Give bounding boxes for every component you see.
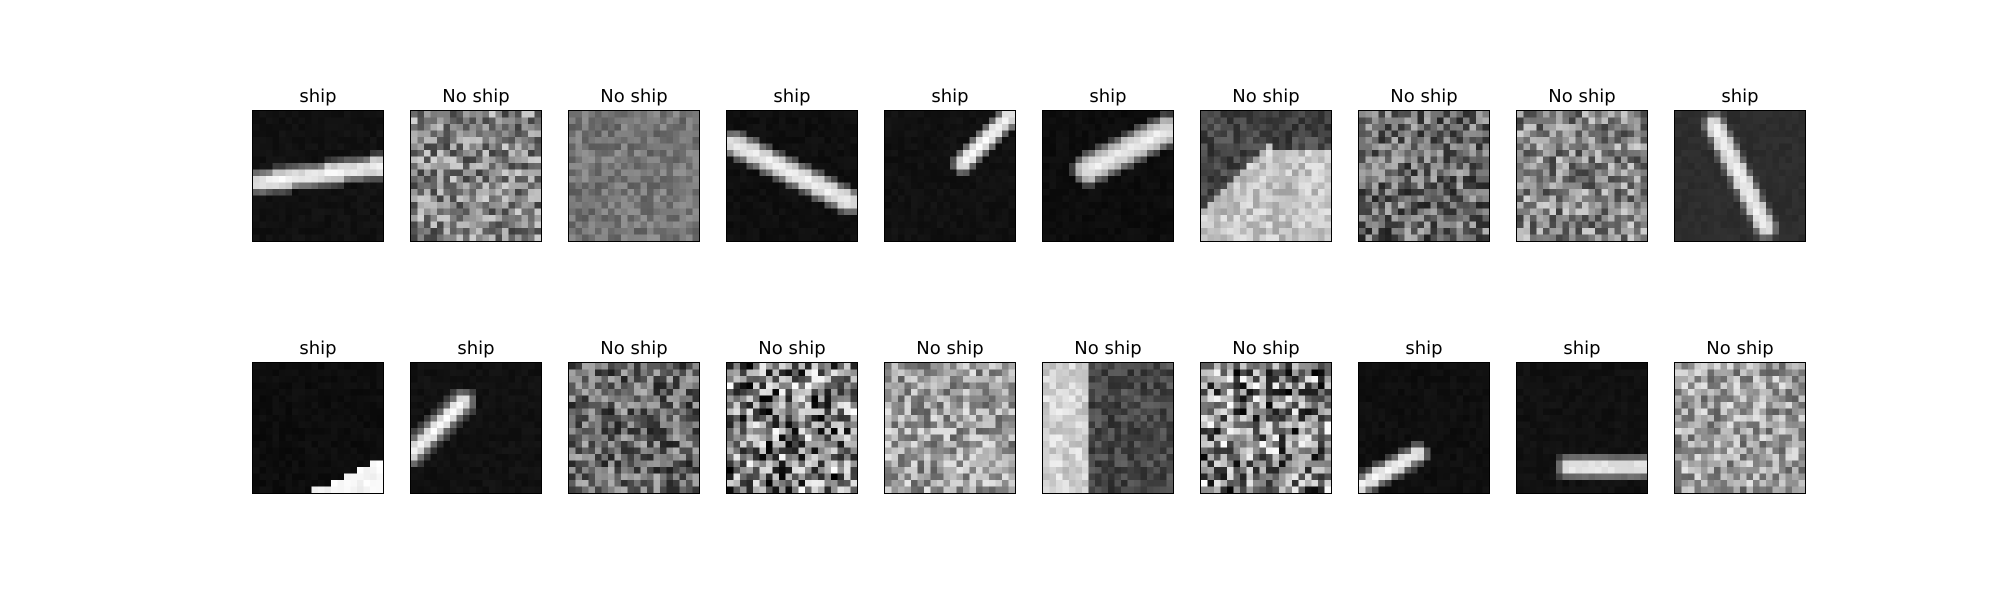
patch-image bbox=[884, 110, 1016, 242]
patch-image bbox=[252, 110, 384, 242]
patch-canvas bbox=[885, 111, 1015, 241]
panel-title: ship bbox=[457, 338, 495, 359]
patch-image bbox=[884, 362, 1016, 494]
patch-image bbox=[1200, 362, 1332, 494]
panel-title: No ship bbox=[758, 338, 826, 359]
panel-title: ship bbox=[1405, 338, 1443, 359]
patch-canvas bbox=[569, 111, 699, 241]
panel-title: ship bbox=[1089, 86, 1127, 107]
patch-image bbox=[1516, 110, 1648, 242]
patch-image bbox=[726, 110, 858, 242]
patch-canvas bbox=[411, 363, 541, 493]
patch-image bbox=[726, 362, 858, 494]
patch-image bbox=[1358, 362, 1490, 494]
patch-canvas bbox=[253, 111, 383, 241]
patch-image bbox=[1674, 110, 1806, 242]
panel-title: ship bbox=[299, 338, 337, 359]
patch-canvas bbox=[1043, 111, 1173, 241]
patch-image bbox=[1358, 110, 1490, 242]
patch-canvas bbox=[1201, 111, 1331, 241]
panel-title: No ship bbox=[1390, 86, 1458, 107]
patch-canvas bbox=[1201, 363, 1331, 493]
patch-image bbox=[1200, 110, 1332, 242]
patch-canvas bbox=[253, 363, 383, 493]
patch-image bbox=[568, 362, 700, 494]
patch-image bbox=[410, 362, 542, 494]
panel-title: No ship bbox=[1232, 338, 1300, 359]
panel-title: ship bbox=[299, 86, 337, 107]
panel-title: No ship bbox=[1706, 338, 1774, 359]
panel-title: No ship bbox=[1074, 338, 1142, 359]
panel-title: No ship bbox=[442, 86, 510, 107]
patch-image bbox=[410, 110, 542, 242]
panel-title: No ship bbox=[600, 86, 668, 107]
patch-canvas bbox=[885, 363, 1015, 493]
panel-title: ship bbox=[1563, 338, 1601, 359]
patch-canvas bbox=[1675, 111, 1805, 241]
patch-canvas bbox=[411, 111, 541, 241]
patch-canvas bbox=[1359, 111, 1489, 241]
patch-image bbox=[252, 362, 384, 494]
panel-title: No ship bbox=[600, 338, 668, 359]
panel-title: ship bbox=[773, 86, 811, 107]
patch-canvas bbox=[727, 111, 857, 241]
patch-image bbox=[1674, 362, 1806, 494]
patch-image bbox=[1516, 362, 1648, 494]
patch-canvas bbox=[569, 363, 699, 493]
patch-image bbox=[1042, 110, 1174, 242]
patch-canvas bbox=[727, 363, 857, 493]
patch-canvas bbox=[1675, 363, 1805, 493]
patch-canvas bbox=[1517, 111, 1647, 241]
patch-canvas bbox=[1359, 363, 1489, 493]
panel-title: No ship bbox=[1232, 86, 1300, 107]
panel-title: ship bbox=[1721, 86, 1759, 107]
panel-title: No ship bbox=[1548, 86, 1616, 107]
panel-title: No ship bbox=[916, 338, 984, 359]
panel-title: ship bbox=[931, 86, 969, 107]
patch-canvas bbox=[1517, 363, 1647, 493]
patch-canvas bbox=[1043, 363, 1173, 493]
patch-image bbox=[1042, 362, 1174, 494]
patch-image bbox=[568, 110, 700, 242]
